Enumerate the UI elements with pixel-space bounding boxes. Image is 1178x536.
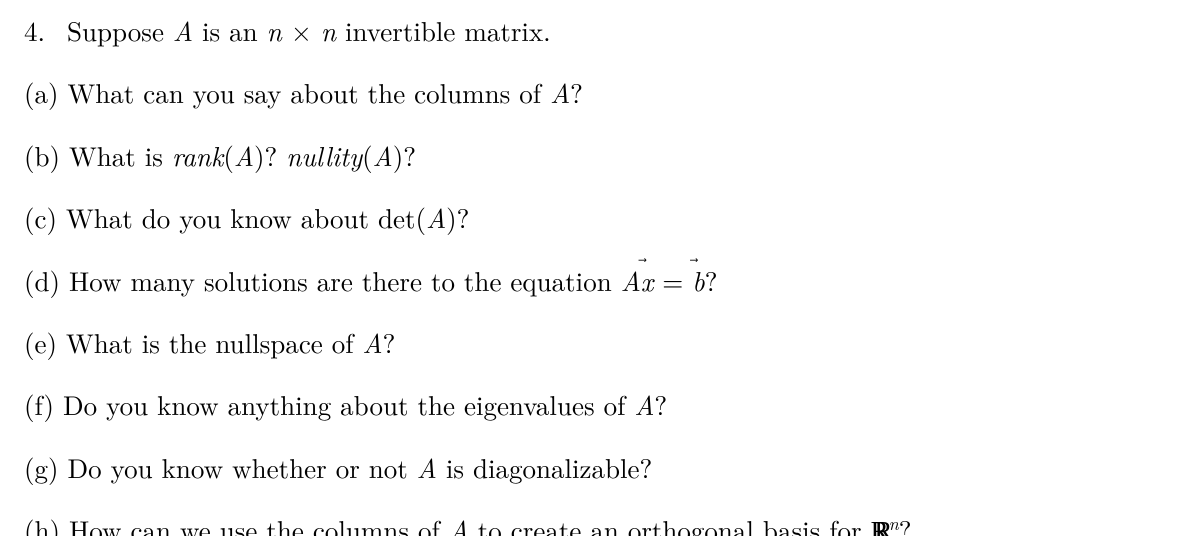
- part-b-nullity: nullity: [286, 136, 362, 174]
- part-e-prefix: What is the nullspace of: [66, 323, 363, 361]
- part-c-close: )?: [446, 198, 469, 236]
- part-b-var2: A: [373, 136, 393, 174]
- part-e-label: (e): [24, 326, 57, 358]
- part-d-suffix: ?: [705, 261, 718, 299]
- part-b-close: )?: [254, 136, 277, 174]
- times-symbol: ×: [291, 11, 312, 49]
- part-b-var: A: [234, 136, 254, 174]
- part-b-close2: )?: [393, 136, 416, 174]
- part-c-label: (c): [24, 201, 57, 233]
- part-g-suffix: is diagonalizable?: [437, 448, 652, 486]
- problem-intro: 4. Suppose A is an n × n invertible matr…: [24, 14, 1178, 46]
- part-c-prefix: What do you know about det: [66, 198, 416, 236]
- part-f: (f) Do you know anything about the eigen…: [24, 388, 1178, 420]
- intro-text-1: Suppose: [67, 11, 173, 49]
- part-c-open: (: [416, 198, 427, 236]
- part-h-suffix: ?: [899, 510, 912, 536]
- math-var-n2: n: [321, 11, 336, 49]
- part-e: (e) What is the nullspace of A?: [24, 326, 1178, 358]
- part-g-label: (g): [24, 451, 59, 483]
- part-h-prefix: How can we use the columns of: [69, 510, 449, 536]
- part-b-sep: [277, 136, 286, 174]
- part-a-var: A: [550, 73, 570, 111]
- part-f-label: (f): [24, 388, 54, 420]
- part-h-var: A: [449, 510, 469, 536]
- part-f-var: A: [634, 385, 654, 423]
- part-b-rank: rank: [172, 136, 223, 174]
- blackboard-R: [871, 515, 889, 536]
- part-d-xvec: x: [641, 264, 654, 296]
- part-a-label: (a): [24, 76, 59, 108]
- intro-text-3: invertible matrix.: [336, 11, 551, 49]
- part-a-suffix: ?: [570, 73, 583, 111]
- part-h-mid: to create an orthogonal basis for: [469, 510, 871, 536]
- part-c-var: A: [426, 198, 446, 236]
- part-h-label: (h): [24, 513, 60, 536]
- part-b-open2: (: [362, 136, 373, 174]
- part-g: (g) Do you know whether or not A is diag…: [24, 451, 1178, 483]
- part-f-suffix: ?: [654, 385, 667, 423]
- math-var-n1: n: [267, 11, 282, 49]
- part-d-A: A: [621, 261, 641, 299]
- part-g-prefix: Do you know whether or not: [68, 448, 417, 486]
- part-e-var: A: [363, 323, 383, 361]
- part-d-label: (d): [24, 264, 60, 296]
- part-f-prefix: Do you know anything about the eigenvalu…: [63, 385, 634, 423]
- math-var-A: A: [173, 11, 193, 49]
- part-e-suffix: ?: [383, 323, 396, 361]
- part-d: (d) How many solutions are there to the …: [24, 264, 1178, 296]
- problem-number: 4.: [24, 14, 58, 46]
- part-b-prefix: What is: [69, 136, 172, 174]
- intro-text-2: is an: [193, 11, 267, 49]
- part-d-eq: =: [653, 261, 692, 299]
- part-a: (a) What can you say about the columns o…: [24, 76, 1178, 108]
- part-b-label: (b): [24, 139, 60, 171]
- part-b: (b) What is rank(A)? nullity(A)?: [24, 139, 1178, 171]
- part-d-bvec: b: [692, 264, 704, 296]
- part-c: (c) What do you know about det(A)?: [24, 201, 1178, 233]
- part-a-text: What can you say about the columns of: [68, 73, 551, 111]
- part-g-var: A: [417, 448, 437, 486]
- part-d-prefix: How many solutions are there to the equa…: [69, 261, 621, 299]
- part-h: (h) How can we use the columns of A to c…: [24, 513, 1178, 536]
- part-b-open: (: [223, 136, 234, 174]
